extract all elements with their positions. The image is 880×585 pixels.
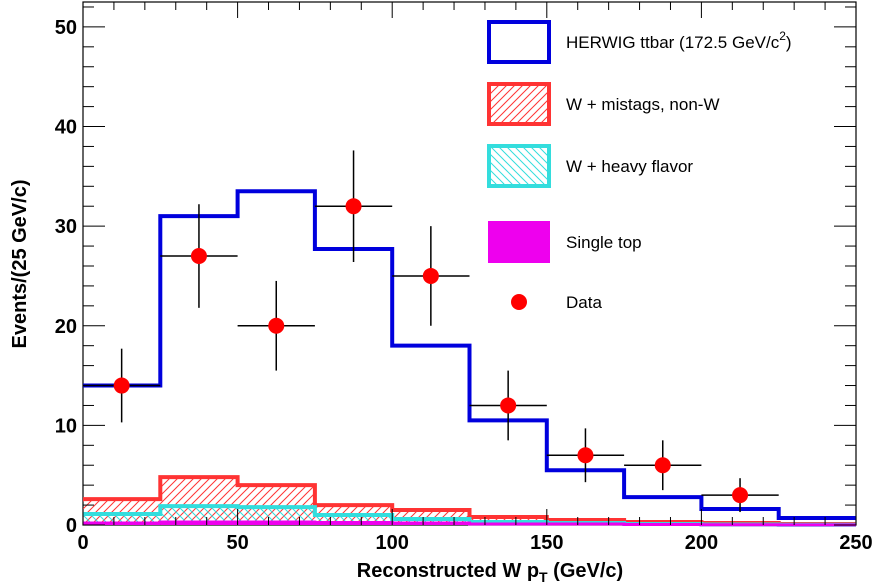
axis-layer: 0 50 100 150 200 250 0 10 20 30 40 50 [55, 2, 873, 554]
legend-entry-1: W + mistags, non-W [487, 82, 720, 126]
series-2-bar-1 [160, 506, 238, 525]
legend-label-tail-0: ) [786, 33, 792, 52]
data-point-group-1 [160, 204, 238, 308]
y-tick-label-3: 30 [55, 216, 77, 238]
x-axis-title-main: Reconstructed W p [357, 560, 539, 582]
legend: HERWIG ttbar (172.5 GeV/c2) W + mistags, … [487, 20, 792, 312]
data-point-group-0 [83, 348, 161, 423]
data-point-1 [190, 248, 207, 265]
data-point-5 [500, 397, 517, 414]
x-tick-label-1: 50 [226, 532, 248, 554]
x-tick-label-4: 200 [685, 532, 718, 554]
legend-swatch-3 [488, 221, 550, 263]
legend-label-text-0: HERWIG ttbar (172.5 GeV/c [566, 33, 780, 52]
data-point-6 [577, 447, 594, 464]
data-point-2 [268, 317, 285, 334]
legend-label-2: W + heavy flavor [566, 157, 693, 176]
series-layer [83, 189, 856, 527]
series-3-outline [83, 520, 856, 527]
y-tick-label-5: 50 [55, 17, 77, 39]
series-0-line [83, 189, 856, 521]
x-tick-label-5: 250 [839, 532, 872, 554]
y-axis-title: Events/(25 GeV/c) [9, 180, 31, 349]
x-tick-label-3: 150 [530, 532, 563, 554]
data-point-8 [732, 487, 749, 504]
x-axis-title-subscript: T [539, 569, 548, 585]
y-tick-label-1: 10 [55, 415, 77, 437]
legend-swatch-0 [487, 20, 551, 64]
legend-label-data: Data [566, 293, 602, 312]
data-point-group-7 [624, 440, 702, 491]
legend-entry-2: W + heavy flavor [487, 144, 693, 188]
data-point-group-3 [314, 150, 393, 263]
legend-entry-3: Single top [488, 221, 642, 263]
legend-entry-data: Data [511, 293, 602, 312]
y-tick-label-4: 40 [55, 117, 77, 139]
data-point-group-8 [701, 478, 779, 513]
x-axis-title: Reconstructed W pT (GeV/c) [357, 560, 623, 585]
data-point-7 [654, 457, 671, 474]
legend-label-sup-0: 2 [779, 29, 786, 43]
data-points-layer [83, 150, 779, 513]
x-tick-label-0: 0 [77, 532, 88, 554]
series-2-bar-0 [83, 514, 161, 525]
y-tick-label-0: 0 [66, 515, 77, 537]
y-tick-label-2: 20 [55, 316, 77, 338]
data-point-group-5 [469, 370, 547, 441]
legend-label-0: HERWIG ttbar (172.5 GeV/c2) [566, 29, 792, 52]
series-2-bar-3 [314, 515, 393, 525]
data-point-group-4 [392, 226, 470, 326]
data-point-group-6 [546, 428, 625, 483]
data-point-group-2 [237, 280, 315, 371]
x-tick-label-2: 100 [376, 532, 409, 554]
legend-label-text-1: W + mistags, non-W [566, 95, 720, 114]
legend-label-text-2: W + heavy flavor [566, 157, 693, 176]
series-0 [83, 189, 856, 521]
data-point-3 [345, 198, 362, 215]
data-point-4 [422, 267, 439, 284]
legend-entry-0: HERWIG ttbar (172.5 GeV/c2) [487, 20, 792, 64]
data-point-0 [113, 377, 130, 394]
legend-swatch-1 [487, 82, 551, 126]
legend-label-1: W + mistags, non-W [566, 95, 720, 114]
legend-swatch-2 [487, 144, 551, 188]
legend-swatch-data [511, 294, 527, 310]
legend-label-text-3: Single top [566, 233, 642, 252]
legend-label-3: Single top [566, 233, 642, 252]
x-axis-title-unit: (GeV/c) [548, 560, 624, 582]
series-3 [83, 520, 856, 527]
